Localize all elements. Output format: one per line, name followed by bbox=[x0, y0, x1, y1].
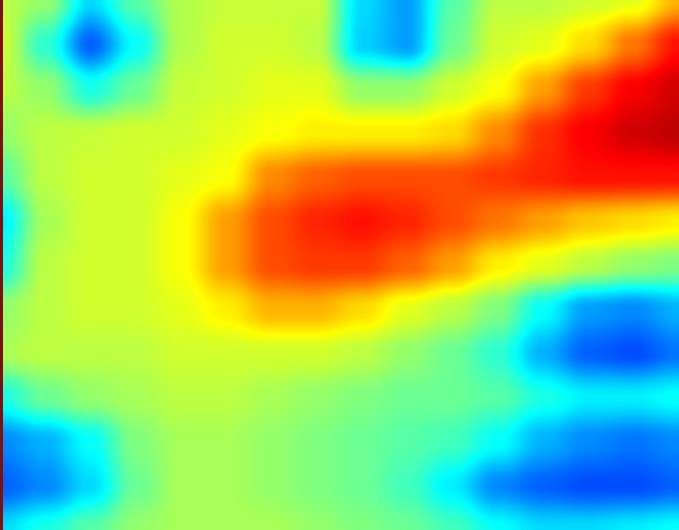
plot-left-edge bbox=[0, 0, 3, 530]
